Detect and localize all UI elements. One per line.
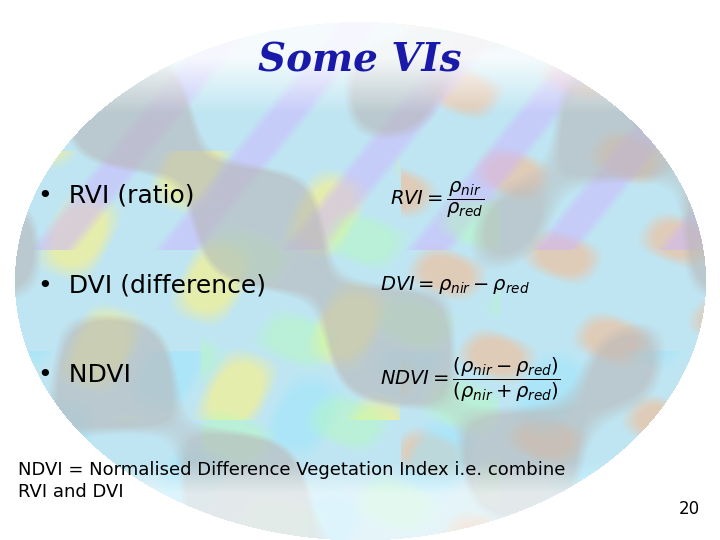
Text: RVI and DVI: RVI and DVI [18, 483, 124, 501]
Text: 20: 20 [679, 500, 700, 518]
Text: •  NDVI: • NDVI [38, 363, 131, 387]
Text: $\mathit{DVI} = \rho_{nir} - \rho_{red}$: $\mathit{DVI} = \rho_{nir} - \rho_{red}$ [380, 274, 530, 296]
Text: NDVI = Normalised Difference Vegetation Index i.e. combine: NDVI = Normalised Difference Vegetation … [18, 461, 565, 479]
Text: $\mathit{NDVI} = \dfrac{(\rho_{nir} - \rho_{red})}{(\rho_{nir} + \rho_{red})}$: $\mathit{NDVI} = \dfrac{(\rho_{nir} - \r… [380, 356, 560, 404]
Text: •  RVI (ratio): • RVI (ratio) [38, 183, 194, 207]
Text: •  DVI (difference): • DVI (difference) [38, 273, 266, 297]
Text: $\mathit{RVI} = \dfrac{\rho_{nir}}{\rho_{red}}$: $\mathit{RVI} = \dfrac{\rho_{nir}}{\rho_… [390, 180, 484, 220]
Text: Some VIs: Some VIs [258, 41, 462, 79]
